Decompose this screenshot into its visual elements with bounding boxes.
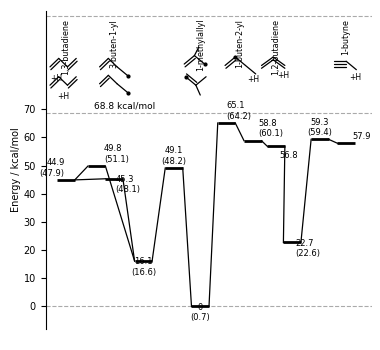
Y-axis label: Energy / kcal/mol: Energy / kcal/mol: [11, 127, 21, 212]
Text: +H: +H: [247, 75, 259, 84]
Text: 58.8
(60.1): 58.8 (60.1): [259, 119, 283, 139]
Text: 1-methylallyl: 1-methylallyl: [196, 19, 205, 71]
Text: 49.1
(48.2): 49.1 (48.2): [162, 146, 187, 166]
Text: 45.3
(48.1): 45.3 (48.1): [116, 175, 141, 194]
Text: +H: +H: [50, 74, 62, 83]
Text: 22.7
(22.6): 22.7 (22.6): [295, 239, 320, 258]
Text: +H: +H: [349, 72, 361, 82]
Text: 0
(0.7): 0 (0.7): [190, 302, 210, 322]
Text: 68.8 kcal/mol: 68.8 kcal/mol: [94, 102, 155, 111]
Text: +H: +H: [277, 71, 290, 80]
Text: 1-buten-2-yl: 1-buten-2-yl: [235, 19, 244, 68]
Text: 49.8
(51.1): 49.8 (51.1): [104, 145, 129, 164]
Text: 1-butyne: 1-butyne: [342, 19, 351, 55]
Text: 1,2-butadiene: 1,2-butadiene: [272, 19, 280, 75]
Text: 57.9: 57.9: [352, 132, 370, 141]
Text: 65.1
(64.2): 65.1 (64.2): [226, 101, 252, 121]
Text: 56.8: 56.8: [279, 152, 298, 160]
Text: 16.1
(16.6): 16.1 (16.6): [131, 257, 156, 276]
Text: +H: +H: [57, 92, 69, 101]
Text: 3-buten-1-yl: 3-buten-1-yl: [110, 19, 119, 68]
Text: 59.3
(59.4): 59.3 (59.4): [307, 118, 332, 137]
Text: 44.9
(47.9): 44.9 (47.9): [40, 158, 65, 178]
Text: 1,3-butadiene: 1,3-butadiene: [62, 19, 71, 75]
